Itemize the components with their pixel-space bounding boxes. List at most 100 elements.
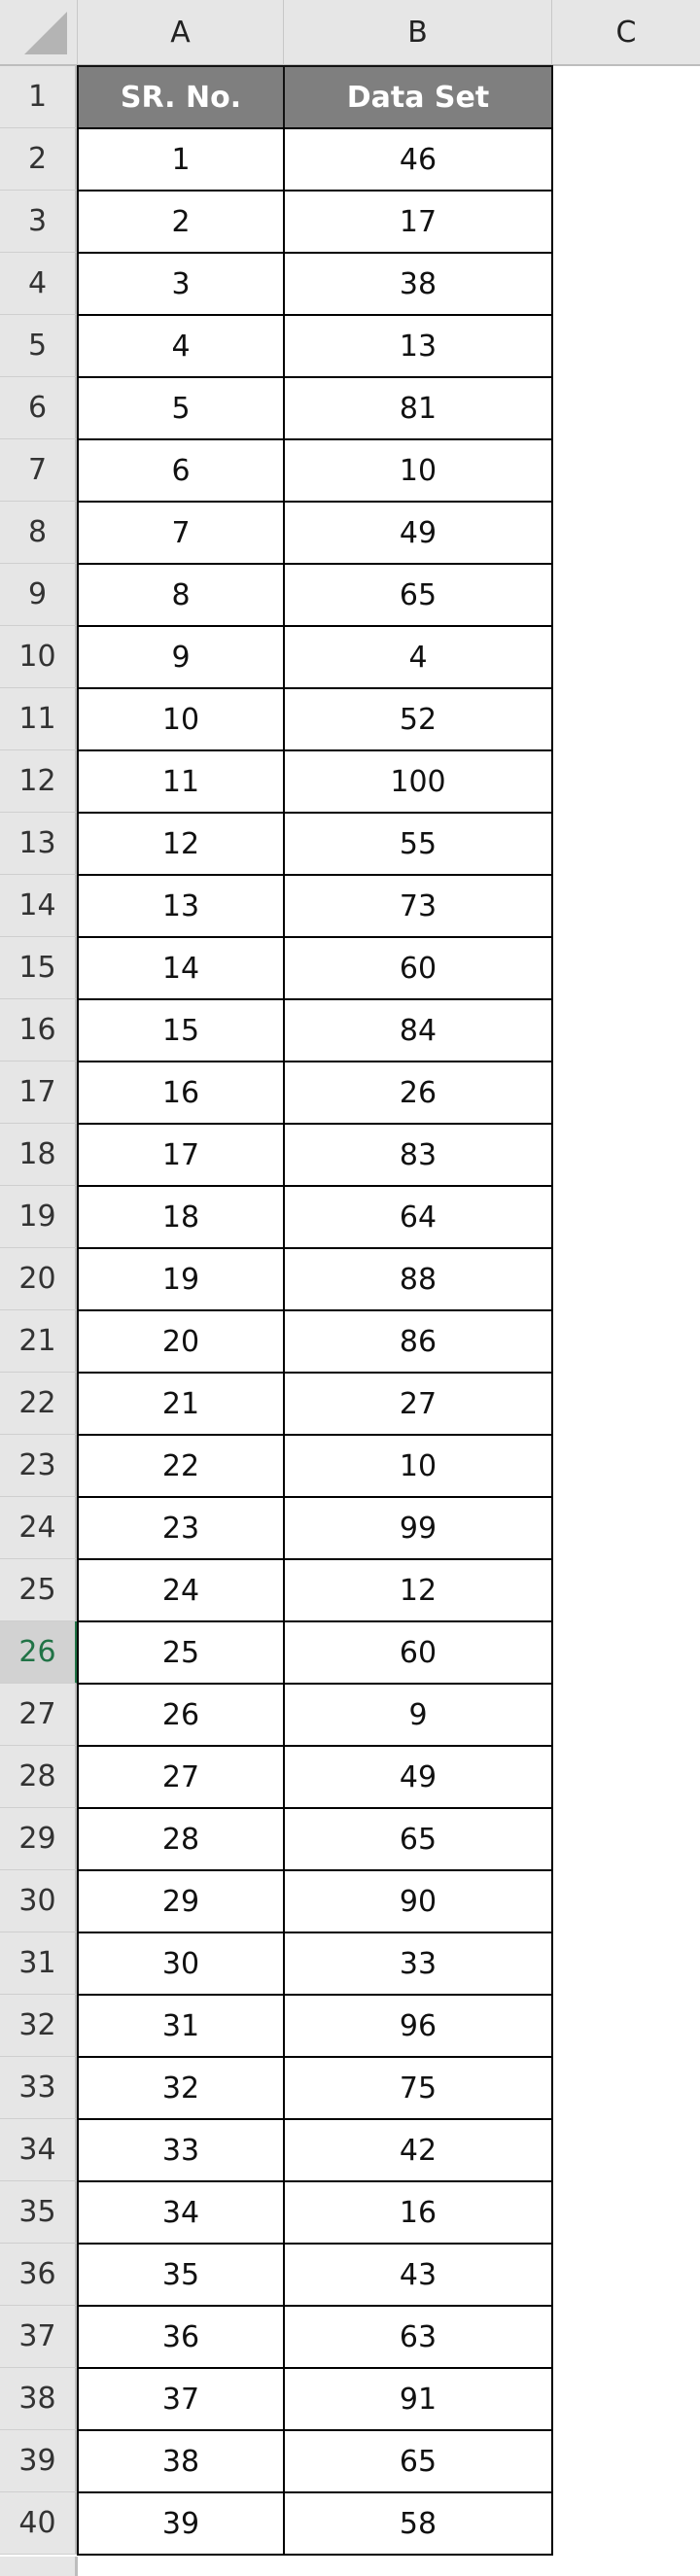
row-header-33[interactable]: 33 <box>0 2057 78 2119</box>
cell-sr-no[interactable]: 14 <box>77 936 285 1000</box>
cell-data-set[interactable]: 86 <box>283 1309 553 1374</box>
row-header-29[interactable]: 29 <box>0 1808 78 1870</box>
cell-sr-no[interactable]: 6 <box>77 438 285 503</box>
cell-data-set[interactable]: 73 <box>283 874 553 938</box>
cell-data-set[interactable]: 46 <box>283 127 553 191</box>
cell-sr-no[interactable]: 24 <box>77 1558 285 1622</box>
cell-data-set[interactable]: 10 <box>283 438 553 503</box>
cell-data-set[interactable]: 12 <box>283 1558 553 1622</box>
cell-data-set[interactable]: 65 <box>283 1807 553 1871</box>
row-header-6[interactable]: 6 <box>0 377 78 439</box>
row-header-14[interactable]: 14 <box>0 875 78 937</box>
cell-sr-no[interactable]: 22 <box>77 1434 285 1498</box>
cell-sr-no[interactable]: 3 <box>77 252 285 316</box>
cell-sr-no[interactable]: 30 <box>77 1932 285 1996</box>
cell-sr-no[interactable]: 21 <box>77 1372 285 1436</box>
cell-sr-no[interactable]: 1 <box>77 127 285 191</box>
header-cell-sr-no[interactable]: SR. No. <box>77 65 285 129</box>
cell-data-set[interactable]: 75 <box>283 2056 553 2120</box>
column-header-a[interactable]: A <box>78 0 284 66</box>
row-header-15[interactable]: 15 <box>0 937 78 999</box>
row-header-40[interactable]: 40 <box>0 2492 78 2555</box>
row-header-11[interactable]: 11 <box>0 688 78 750</box>
cell-data-set[interactable]: 65 <box>283 2429 553 2493</box>
cell-sr-no[interactable]: 17 <box>77 1123 285 1187</box>
cell-data-set[interactable]: 60 <box>283 936 553 1000</box>
cell-data-set[interactable]: 27 <box>283 1372 553 1436</box>
cell-data-set[interactable]: 58 <box>283 2491 553 2556</box>
cell-sr-no[interactable]: 23 <box>77 1496 285 1560</box>
cell-data-set[interactable]: 55 <box>283 812 553 876</box>
row-header-20[interactable]: 20 <box>0 1248 78 1310</box>
row-header-12[interactable]: 12 <box>0 750 78 813</box>
cell-data-set[interactable]: 63 <box>283 2305 553 2369</box>
cell-sr-no[interactable]: 34 <box>77 2180 285 2245</box>
cell-data-set[interactable]: 99 <box>283 1496 553 1560</box>
row-header-23[interactable]: 23 <box>0 1435 78 1497</box>
cell-data-set[interactable]: 83 <box>283 1123 553 1187</box>
cell-sr-no[interactable]: 35 <box>77 2243 285 2307</box>
cell-data-set[interactable]: 91 <box>283 2367 553 2431</box>
row-header-38[interactable]: 38 <box>0 2368 78 2430</box>
row-header-39[interactable]: 39 <box>0 2430 78 2492</box>
cell-sr-no[interactable]: 39 <box>77 2491 285 2556</box>
cell-sr-no[interactable]: 36 <box>77 2305 285 2369</box>
cell-sr-no[interactable]: 11 <box>77 749 285 814</box>
cell-sr-no[interactable]: 19 <box>77 1247 285 1311</box>
row-header-3[interactable]: 3 <box>0 191 78 253</box>
row-header-30[interactable]: 30 <box>0 1870 78 1932</box>
cell-data-set[interactable]: 90 <box>283 1869 553 1933</box>
row-header-10[interactable]: 10 <box>0 626 78 688</box>
row-header-28[interactable]: 28 <box>0 1746 78 1808</box>
cell-data-set[interactable]: 9 <box>283 1683 553 1747</box>
cell-sr-no[interactable]: 2 <box>77 190 285 254</box>
cell-sr-no[interactable]: 38 <box>77 2429 285 2493</box>
row-header-5[interactable]: 5 <box>0 315 78 377</box>
row-header-35[interactable]: 35 <box>0 2181 78 2244</box>
column-header-c[interactable]: C <box>552 0 700 66</box>
row-header-13[interactable]: 13 <box>0 813 78 875</box>
cell-data-set[interactable]: 84 <box>283 998 553 1062</box>
row-header-17[interactable]: 17 <box>0 1062 78 1124</box>
cell-data-set[interactable]: 100 <box>283 749 553 814</box>
cell-data-set[interactable]: 4 <box>283 625 553 689</box>
cell-sr-no[interactable]: 37 <box>77 2367 285 2431</box>
row-header-27[interactable]: 27 <box>0 1684 78 1746</box>
cell-sr-no[interactable]: 7 <box>77 501 285 565</box>
row-header-32[interactable]: 32 <box>0 1995 78 2057</box>
cell-data-set[interactable]: 10 <box>283 1434 553 1498</box>
cell-sr-no[interactable]: 4 <box>77 314 285 378</box>
cell-sr-no[interactable]: 31 <box>77 1994 285 2058</box>
row-header-8[interactable]: 8 <box>0 502 78 564</box>
row-header-31[interactable]: 31 <box>0 1932 78 1995</box>
row-header-25[interactable]: 25 <box>0 1559 78 1621</box>
cell-data-set[interactable]: 65 <box>283 563 553 627</box>
row-header-34[interactable]: 34 <box>0 2119 78 2181</box>
cell-data-set[interactable]: 49 <box>283 1745 553 1809</box>
row-header-37[interactable]: 37 <box>0 2306 78 2368</box>
row-header-26[interactable]: 26 <box>0 1621 78 1684</box>
cell-sr-no[interactable]: 26 <box>77 1683 285 1747</box>
row-header-16[interactable]: 16 <box>0 999 78 1062</box>
cell-sr-no[interactable]: 8 <box>77 563 285 627</box>
cell-sr-no[interactable]: 27 <box>77 1745 285 1809</box>
cell-data-set[interactable]: 49 <box>283 501 553 565</box>
cell-data-set[interactable]: 42 <box>283 2118 553 2182</box>
cell-data-set[interactable]: 96 <box>283 1994 553 2058</box>
header-cell-data-set[interactable]: Data Set <box>283 65 553 129</box>
cell-data-set[interactable]: 33 <box>283 1932 553 1996</box>
cell-sr-no[interactable]: 9 <box>77 625 285 689</box>
cell-sr-no[interactable]: 20 <box>77 1309 285 1374</box>
cell-data-set[interactable]: 13 <box>283 314 553 378</box>
cell-sr-no[interactable]: 13 <box>77 874 285 938</box>
column-header-b[interactable]: B <box>284 0 552 66</box>
cell-sr-no[interactable]: 33 <box>77 2118 285 2182</box>
cell-data-set[interactable]: 88 <box>283 1247 553 1311</box>
row-header-7[interactable]: 7 <box>0 439 78 502</box>
cell-data-set[interactable]: 60 <box>283 1620 553 1685</box>
row-header-1[interactable]: 1 <box>0 66 78 128</box>
cell-sr-no[interactable]: 16 <box>77 1061 285 1125</box>
cell-sr-no[interactable]: 28 <box>77 1807 285 1871</box>
row-header-2[interactable]: 2 <box>0 128 78 191</box>
cell-data-set[interactable]: 16 <box>283 2180 553 2245</box>
